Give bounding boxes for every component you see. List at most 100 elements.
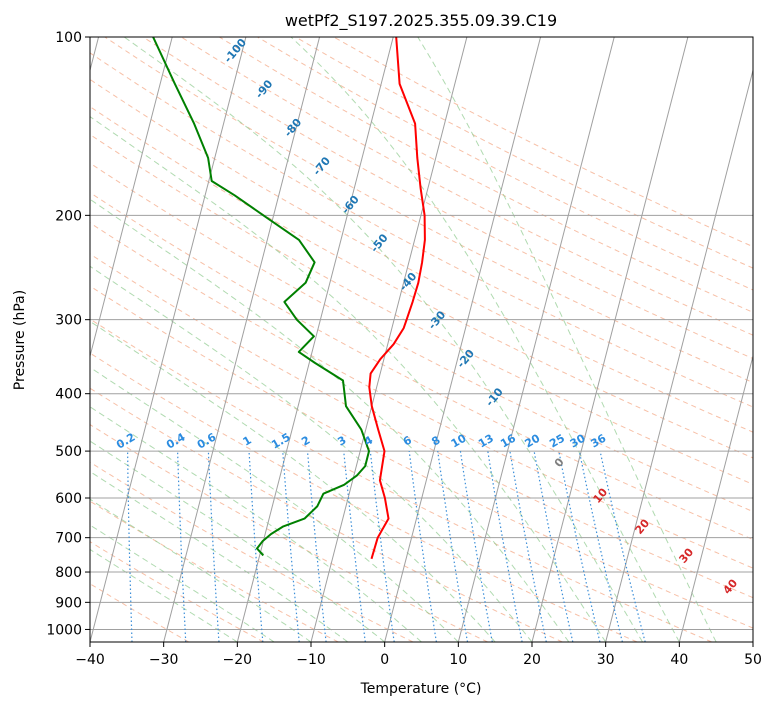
mixing-ratio-label: 25 — [547, 432, 567, 451]
moist-adiabat-line — [417, 37, 717, 642]
x-tick-label: −20 — [223, 652, 253, 668]
moist-adiabat-line — [90, 366, 459, 642]
y-tick-label: 200 — [55, 208, 82, 224]
mixing-ratio-line — [533, 450, 574, 642]
mixing-ratio-line — [177, 451, 187, 642]
dry-adiabat-line — [90, 253, 753, 599]
dry-adiabat-label: -60 — [339, 193, 362, 217]
isotherm-line — [310, 37, 468, 642]
isotherm-line — [90, 37, 247, 642]
dry-adiabat-line — [90, 352, 638, 642]
mixing-ratio-label: 16 — [498, 431, 518, 450]
temperature-profile-line — [368, 37, 426, 560]
mixing-ratio-line — [343, 451, 366, 642]
x-tick-label: 20 — [523, 652, 541, 668]
moist-adiabat-label: 20 — [632, 516, 652, 536]
y-tick-label: 400 — [55, 387, 82, 403]
y-tick-label: 500 — [55, 444, 82, 460]
chart-title: wetPf2_S197.2025.355.09.39.C19 — [285, 11, 557, 31]
moist-adiabat-line — [90, 115, 607, 642]
mixing-ratio-label: 0.6 — [195, 430, 219, 451]
moist-adiabat-line — [90, 548, 238, 642]
y-axis-label: Pressure (hPa) — [12, 290, 28, 390]
mixing-ratio-label: 2 — [299, 434, 312, 449]
moist-adiabat-line — [290, 37, 680, 642]
moist-adiabat-line — [90, 198, 570, 642]
plot-frame — [89, 36, 754, 643]
mixing-ratio-label: 36 — [588, 431, 608, 450]
dry-adiabat-line — [90, 133, 753, 485]
moist-adiabat-label: 10 — [590, 485, 610, 505]
dewpoint-profile-line — [152, 37, 370, 557]
dry-adiabat-line — [90, 78, 753, 433]
mixing-ratio-line — [599, 450, 646, 642]
mixing-ratio-line — [459, 451, 493, 642]
isotherm-line — [90, 37, 173, 359]
dry-adiabat-line — [219, 37, 753, 313]
mixing-ratio-line — [282, 451, 300, 642]
dry-adiabat-line — [90, 52, 753, 408]
mixing-ratio-label: 4 — [362, 433, 375, 448]
dry-adiabat-label: -20 — [454, 347, 477, 371]
x-tick-label: 10 — [449, 652, 467, 668]
dry-adiabat-line — [90, 541, 264, 642]
dry-adiabat-line — [90, 162, 753, 513]
x-tick-label: 50 — [744, 652, 762, 668]
dry-adiabat-line — [333, 37, 753, 248]
isotherm-line — [457, 37, 615, 642]
isotherm-line — [163, 37, 321, 642]
series-layer — [152, 37, 426, 560]
mixing-ratio-line — [558, 450, 601, 642]
moist-adiabat-line — [123, 37, 643, 642]
mixing-ratio-line — [578, 450, 623, 642]
isotherm-line — [678, 354, 753, 642]
isotherm-line — [605, 68, 753, 642]
isotherm-line — [384, 37, 542, 642]
y-tick-label: 700 — [55, 531, 82, 547]
moist-adiabat-line — [90, 265, 533, 642]
mixing-ratio-label: 1.5 — [269, 431, 292, 452]
moist-adiabat-label: 0 — [552, 455, 567, 469]
moist-adiabat-line — [90, 406, 422, 642]
y-tick-label: 800 — [55, 565, 82, 581]
mixing-ratio-label: 10 — [449, 431, 469, 450]
mixing-ratio-label: 6 — [401, 433, 414, 448]
x-tick-label: 0 — [380, 652, 389, 668]
dry-adiabat-label: -50 — [368, 231, 391, 255]
mixing-ratio-line — [408, 451, 437, 642]
moist-adiabat-label: 30 — [676, 545, 696, 565]
mixing-ratio-line — [248, 451, 264, 642]
moist-adiabat-line — [90, 524, 275, 642]
moist-adiabat-line — [90, 498, 312, 642]
dry-adiabat-line — [90, 191, 753, 541]
dry-adiabat-line — [90, 285, 753, 629]
dry-adiabat-label: -80 — [282, 116, 305, 140]
x-tick-label: 30 — [597, 652, 615, 668]
x-tick-label: 40 — [670, 652, 688, 668]
y-tick-label: 100 — [55, 30, 82, 46]
mixing-ratio-line — [509, 450, 547, 642]
isotherm-line — [531, 37, 689, 642]
x-tick-label: −10 — [296, 652, 326, 668]
mixing-ratio-line — [207, 451, 220, 642]
mixing-ratio-label: 13 — [476, 432, 496, 451]
mixing-ratio-label: 1 — [241, 434, 254, 449]
y-tick-label: 600 — [55, 491, 82, 507]
x-axis-label: Temperature (°C) — [360, 681, 482, 697]
y-tick-label: 900 — [55, 595, 82, 611]
mixing-ratio-line — [369, 451, 395, 642]
grid-layer — [90, 37, 753, 642]
dry-adiabat-line — [90, 583, 190, 642]
dry-adiabat-line — [90, 461, 414, 642]
mixing-ratio-label: 8 — [429, 434, 442, 449]
y-tick-label: 300 — [55, 313, 82, 329]
mixing-ratio-line — [306, 451, 327, 642]
dry-adiabat-line — [104, 37, 753, 384]
moist-adiabat-line — [90, 470, 349, 642]
dry-adiabat-line — [142, 37, 753, 360]
dry-adiabat-label: -90 — [253, 77, 276, 101]
y-tick-label: 1000 — [46, 622, 82, 638]
moist-adiabat-line — [90, 440, 386, 642]
mixing-ratio-line — [487, 451, 523, 642]
axis-layer: −40 −30 −20 −10 0 10 20 30 40 5010009008007006005… — [46, 30, 762, 668]
